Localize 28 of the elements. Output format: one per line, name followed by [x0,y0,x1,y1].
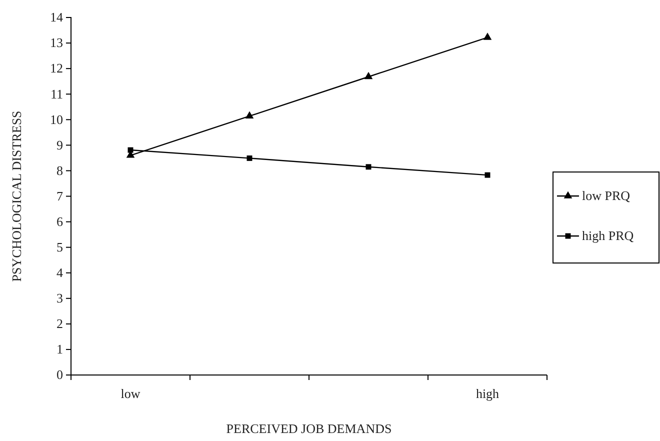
legend-label: low PRQ [582,188,631,203]
y-tick-label: 5 [56,239,63,254]
y-tick-label: 2 [56,316,63,332]
y-tick-label: 7 [56,188,64,204]
x-axis-title: PERCEIVED JOB DEMANDS [226,421,392,436]
point [246,155,252,161]
y-tick-label: 11 [50,86,63,102]
y-tick-label: 10 [50,112,63,127]
y-tick-label: 6 [56,214,64,229]
point [245,111,254,118]
y-tick-label: 3 [56,290,63,306]
y-tick-label: 8 [56,162,63,178]
point [484,172,490,178]
y-tick-label: 0 [56,367,63,382]
point [483,32,492,40]
y-tick-label: 4 [56,265,64,280]
legend-label: high PRQ [582,228,634,243]
x-tick-label: high [476,386,500,402]
point [128,147,134,153]
x-tick-label: low [120,386,141,402]
point [366,164,372,170]
y-tick-label: 12 [50,60,63,76]
y-tick-label: 13 [50,35,63,50]
y-tick-label: 1 [56,342,63,357]
y-axis-title: PSYCHOLOGICAL DISTRESS [9,110,24,282]
y-tick-label: 14 [50,10,64,25]
point [364,72,373,80]
y-tick-label: 9 [56,137,63,152]
